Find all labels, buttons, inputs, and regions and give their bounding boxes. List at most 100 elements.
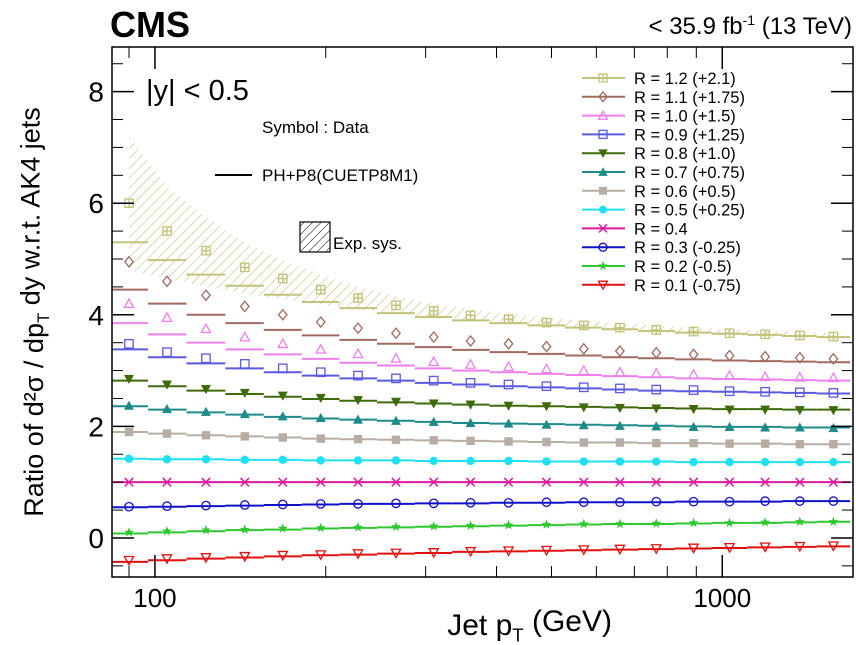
data-point-9-14 <box>651 496 662 507</box>
data-point-3-17 <box>760 386 770 397</box>
sys-label: Exp. sys. <box>333 234 402 253</box>
legend-label-6: R = 0.6 (+0.5) <box>634 183 736 201</box>
data-point-0-18 <box>794 330 805 341</box>
data-point-8-13 <box>615 477 625 487</box>
data-point-11-11 <box>540 545 553 557</box>
data-point-7-17 <box>760 457 770 467</box>
data-point-5-11 <box>541 419 552 429</box>
data-point-0-15 <box>688 326 699 337</box>
data-point-11-9 <box>464 546 477 558</box>
data-point-5-9 <box>465 417 476 428</box>
data-point-0-4 <box>277 273 288 284</box>
data-point-10-18 <box>794 516 805 527</box>
data-point-9-17 <box>760 496 770 506</box>
data-point-3-6 <box>353 370 363 381</box>
legend-marker-11 <box>597 280 609 291</box>
data-point-2-3 <box>239 331 251 342</box>
data-point-10-16 <box>724 517 735 528</box>
data-point-11-1 <box>161 554 173 565</box>
data-point-4-1 <box>161 380 173 390</box>
data-point-10-11 <box>541 519 552 529</box>
legend-label-11: R = 0.1 (-0.75) <box>634 277 741 295</box>
data-point-0-2 <box>201 245 211 256</box>
data-point-8-11 <box>541 477 552 487</box>
data-point-6-10 <box>504 437 513 446</box>
data-point-3-18 <box>794 387 805 398</box>
data-point-8-1 <box>162 477 172 487</box>
data-point-2-12 <box>578 364 590 376</box>
data-point-1-15 <box>688 348 699 361</box>
data-point-6-9 <box>466 436 475 446</box>
data-point-9-18 <box>794 496 805 506</box>
data-point-0-9 <box>465 310 476 321</box>
data-point-10-0 <box>124 527 134 537</box>
data-point-9-9 <box>465 497 476 508</box>
data-point-9-4 <box>277 499 288 510</box>
y-tick-label: 6 <box>88 188 104 219</box>
data-point-6-19 <box>829 440 838 449</box>
data-point-6-3 <box>240 432 249 441</box>
data-point-3-19 <box>828 388 839 398</box>
data-point-4-2 <box>200 384 212 395</box>
data-point-5-16 <box>724 421 735 431</box>
data-point-2-18 <box>794 371 806 382</box>
data-point-0-5 <box>315 284 326 295</box>
legend-label-9: R = 0.3 (-0.25) <box>634 239 741 257</box>
data-point-7-4 <box>278 455 287 465</box>
data-point-11-0 <box>123 555 135 567</box>
data-point-1-19 <box>828 352 839 365</box>
data-point-5-19 <box>828 422 839 433</box>
legend-label-7: R = 0.5 (+0.25) <box>634 202 745 220</box>
data-point-11-16 <box>723 543 736 554</box>
data-point-9-15 <box>688 496 699 507</box>
data-point-6-15 <box>689 438 698 448</box>
energy-label: (13 TeV) <box>761 13 852 40</box>
data-point-8-19 <box>828 477 839 487</box>
data-point-4-9 <box>465 400 476 410</box>
data-point-0-13 <box>615 322 625 333</box>
data-point-0-10 <box>503 314 514 325</box>
axis-ticks: 0 2 4 6 8 100 1000 <box>88 47 853 613</box>
data-point-0-3 <box>239 262 250 273</box>
data-point-9-0 <box>124 501 134 512</box>
data-point-3-4 <box>277 363 288 374</box>
data-point-6-2 <box>201 431 211 440</box>
data-point-4-13 <box>614 403 625 414</box>
data-point-8-14 <box>651 477 661 487</box>
data-point-8-18 <box>795 477 805 487</box>
data-point-1-1 <box>161 275 173 288</box>
y-axis-label: Ratio of d²σ / dpT dy w.r.t. AK4 jets <box>15 107 52 517</box>
data-point-7-12 <box>579 457 588 466</box>
data-point-7-14 <box>652 457 661 466</box>
data-point-4-7 <box>390 397 402 407</box>
data-point-9-11 <box>541 497 552 508</box>
data-point-3-2 <box>201 353 211 364</box>
data-point-4-18 <box>794 406 805 416</box>
legend-marker-5 <box>598 167 608 176</box>
data-point-10-4 <box>277 523 288 533</box>
data-point-0-19 <box>828 331 839 342</box>
data-point-10-14 <box>651 518 662 528</box>
data-point-3-1 <box>162 347 172 358</box>
data-point-0-16 <box>724 328 735 339</box>
y-tick-label: 0 <box>88 523 104 554</box>
series-legend: R = 1.2 (+2.1)R = 1.1 (+1.75)R = 1.0 (+1… <box>582 70 745 295</box>
data-point-10-6 <box>353 522 364 532</box>
legend-label-5: R = 0.7 (+0.75) <box>634 164 745 182</box>
data-point-1-16 <box>724 349 735 362</box>
data-point-11-4 <box>277 550 289 562</box>
data-point-4-3 <box>239 388 250 399</box>
data-point-3-0 <box>124 338 134 349</box>
data-point-8-0 <box>124 477 134 487</box>
data-point-4-0 <box>123 374 135 385</box>
data-point-5-0 <box>123 400 135 410</box>
data-point-6-1 <box>162 429 172 438</box>
data-point-8-8 <box>428 477 439 487</box>
data-point-10-19 <box>828 516 839 527</box>
data-point-3-13 <box>615 383 625 394</box>
data-point-4-10 <box>503 401 514 411</box>
data-point-7-18 <box>795 457 805 467</box>
data-point-0-8 <box>428 306 439 316</box>
data-point-10-15 <box>688 517 699 528</box>
